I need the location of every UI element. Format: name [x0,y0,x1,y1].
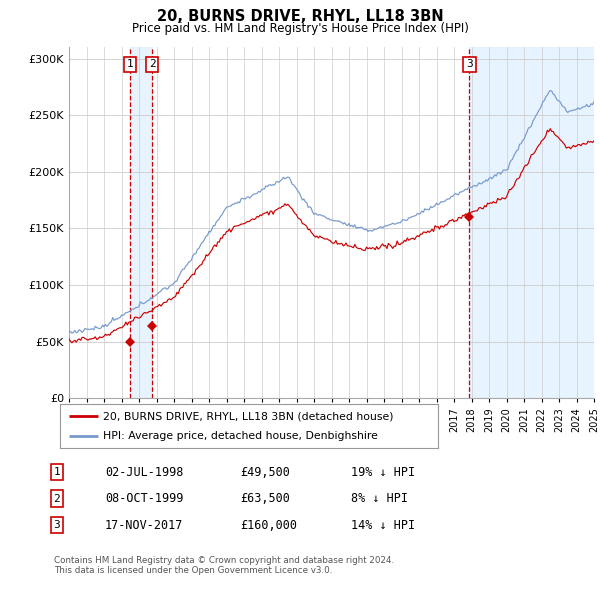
Text: Contains HM Land Registry data © Crown copyright and database right 2024.
This d: Contains HM Land Registry data © Crown c… [54,556,394,575]
Text: £160,000: £160,000 [240,519,297,532]
Text: 2: 2 [149,60,155,70]
Bar [130,47,152,398]
Text: 20, BURNS DRIVE, RHYL, LL18 3BN (detached house): 20, BURNS DRIVE, RHYL, LL18 3BN (detache… [103,411,394,421]
Text: 8% ↓ HPI: 8% ↓ HPI [351,492,408,505]
Text: £49,500: £49,500 [240,466,290,478]
Text: 3: 3 [466,60,473,70]
Text: 3: 3 [53,520,61,530]
Text: HPI: Average price, detached house, Denbighshire: HPI: Average price, detached house, Denb… [103,431,379,441]
Text: 02-JUL-1998: 02-JUL-1998 [105,466,184,478]
Bar [469,47,594,398]
Text: Price paid vs. HM Land Registry's House Price Index (HPI): Price paid vs. HM Land Registry's House … [131,22,469,35]
Text: £63,500: £63,500 [240,492,290,505]
Text: 2: 2 [53,494,61,503]
Text: 1: 1 [127,60,134,70]
Text: 17-NOV-2017: 17-NOV-2017 [105,519,184,532]
Text: 1: 1 [53,467,61,477]
Text: 19% ↓ HPI: 19% ↓ HPI [351,466,415,478]
Text: 14% ↓ HPI: 14% ↓ HPI [351,519,415,532]
Text: 08-OCT-1999: 08-OCT-1999 [105,492,184,505]
Text: 20, BURNS DRIVE, RHYL, LL18 3BN: 20, BURNS DRIVE, RHYL, LL18 3BN [157,9,443,24]
